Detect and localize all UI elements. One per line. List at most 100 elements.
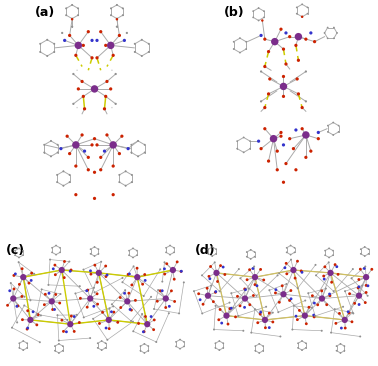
- Circle shape: [119, 296, 122, 299]
- Circle shape: [359, 268, 362, 270]
- Circle shape: [47, 284, 50, 286]
- Circle shape: [242, 330, 244, 332]
- Circle shape: [279, 336, 281, 337]
- Circle shape: [173, 247, 175, 249]
- Circle shape: [294, 315, 297, 318]
- Circle shape: [32, 310, 34, 313]
- Circle shape: [368, 253, 370, 255]
- Circle shape: [173, 300, 176, 303]
- Circle shape: [254, 350, 256, 351]
- Circle shape: [259, 147, 263, 150]
- Circle shape: [328, 257, 330, 258]
- Circle shape: [260, 100, 262, 102]
- Circle shape: [364, 255, 366, 257]
- Circle shape: [236, 148, 238, 150]
- Circle shape: [87, 168, 90, 171]
- Circle shape: [179, 348, 181, 350]
- Circle shape: [50, 155, 52, 157]
- Circle shape: [296, 318, 299, 321]
- Circle shape: [324, 32, 325, 34]
- Circle shape: [51, 251, 53, 253]
- Circle shape: [116, 18, 118, 20]
- Circle shape: [336, 345, 338, 347]
- Circle shape: [18, 247, 20, 249]
- Circle shape: [105, 347, 107, 349]
- Circle shape: [93, 287, 95, 289]
- Circle shape: [57, 152, 59, 153]
- Circle shape: [16, 321, 18, 324]
- Circle shape: [124, 298, 130, 305]
- Circle shape: [290, 298, 293, 300]
- Circle shape: [99, 168, 102, 171]
- Circle shape: [336, 32, 338, 34]
- Circle shape: [68, 34, 71, 37]
- Circle shape: [281, 284, 284, 287]
- Circle shape: [141, 283, 144, 285]
- Circle shape: [105, 343, 107, 344]
- Circle shape: [134, 43, 136, 45]
- Circle shape: [122, 7, 124, 10]
- Circle shape: [259, 268, 262, 271]
- Circle shape: [250, 332, 252, 334]
- Circle shape: [165, 262, 168, 265]
- Circle shape: [161, 281, 163, 283]
- Circle shape: [254, 251, 256, 253]
- Circle shape: [168, 305, 171, 308]
- Circle shape: [152, 328, 155, 331]
- Circle shape: [301, 349, 303, 351]
- Circle shape: [268, 326, 271, 329]
- Text: (d): (d): [195, 244, 215, 257]
- Circle shape: [290, 267, 297, 273]
- Circle shape: [127, 292, 130, 295]
- Circle shape: [328, 261, 330, 264]
- Circle shape: [307, 306, 310, 309]
- Text: (b): (b): [224, 6, 245, 19]
- Circle shape: [71, 18, 73, 20]
- Circle shape: [73, 330, 76, 333]
- Circle shape: [15, 305, 18, 308]
- Circle shape: [314, 264, 316, 266]
- Circle shape: [130, 320, 132, 322]
- Circle shape: [365, 284, 367, 287]
- Circle shape: [116, 26, 118, 28]
- Circle shape: [65, 330, 68, 333]
- Circle shape: [79, 285, 81, 287]
- Circle shape: [321, 330, 323, 332]
- Circle shape: [193, 290, 195, 292]
- Circle shape: [296, 77, 299, 81]
- Circle shape: [90, 273, 92, 276]
- Circle shape: [256, 321, 259, 324]
- Circle shape: [54, 293, 57, 296]
- Circle shape: [285, 283, 287, 285]
- Circle shape: [256, 284, 259, 287]
- Circle shape: [130, 144, 132, 146]
- Circle shape: [56, 174, 58, 176]
- Circle shape: [161, 290, 164, 292]
- Circle shape: [259, 343, 260, 345]
- Circle shape: [208, 275, 211, 278]
- Circle shape: [52, 268, 55, 270]
- Circle shape: [71, 26, 73, 28]
- Circle shape: [282, 143, 285, 146]
- Circle shape: [105, 317, 112, 323]
- Circle shape: [307, 13, 308, 15]
- Circle shape: [72, 73, 74, 75]
- Circle shape: [309, 150, 313, 153]
- Circle shape: [58, 343, 60, 345]
- Circle shape: [72, 103, 74, 105]
- Circle shape: [59, 147, 62, 150]
- Circle shape: [278, 301, 281, 304]
- Circle shape: [96, 303, 99, 306]
- Circle shape: [368, 249, 370, 250]
- Circle shape: [92, 318, 94, 320]
- Circle shape: [294, 168, 297, 171]
- Circle shape: [246, 256, 248, 258]
- Circle shape: [209, 265, 212, 268]
- Circle shape: [19, 343, 20, 344]
- Circle shape: [112, 305, 114, 307]
- Circle shape: [347, 310, 350, 313]
- Circle shape: [50, 140, 52, 142]
- Circle shape: [228, 307, 231, 310]
- Circle shape: [350, 320, 353, 323]
- Circle shape: [175, 346, 177, 347]
